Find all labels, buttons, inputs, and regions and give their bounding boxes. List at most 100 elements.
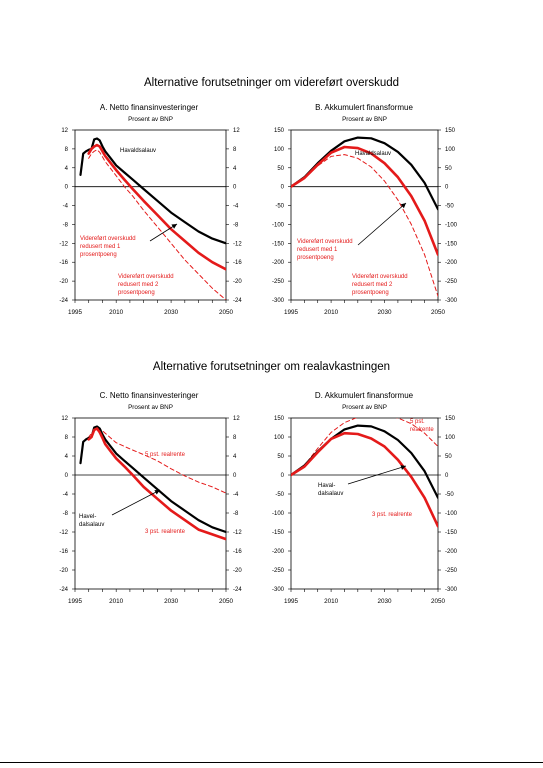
annotation-text: Videreført overskudd xyxy=(352,274,408,280)
y-tick-label-left: -200 xyxy=(272,549,285,555)
x-tick-label: 2010 xyxy=(324,598,339,605)
y-tick-label-left: -24 xyxy=(59,587,68,593)
y-tick-label-left: 8 xyxy=(65,147,69,153)
page-bottom-rule xyxy=(0,762,543,763)
x-tick-label: 2030 xyxy=(378,309,393,316)
y-tick-label-right: 100 xyxy=(445,147,456,153)
y-tick-label-right: -24 xyxy=(233,587,242,593)
x-tick-label: 2010 xyxy=(109,598,124,605)
y-tick-label-left: 8 xyxy=(65,435,69,441)
chart-panel-a: Prosent av BNP 12 12 8 8 4 4 0 0 -4 -4 -8 -8 -12 -12 -1… xyxy=(59,116,242,316)
section-title-2: Alternative forutsetninger om realavkast… xyxy=(152,361,391,373)
y-tick-label-right: -4 xyxy=(233,492,239,498)
y-tick-label-left: -300 xyxy=(272,298,285,304)
y-tick-label-right: -4 xyxy=(233,204,239,210)
annotation-text: redusert med 1 xyxy=(297,247,338,253)
y-tick-label-right: -50 xyxy=(445,492,454,498)
series-line-1 xyxy=(79,137,226,245)
section-title-1: Alternative forutsetninger om videreført… xyxy=(143,77,400,89)
y-tick-label-left: -4 xyxy=(63,492,69,498)
y-tick-label-right: 150 xyxy=(445,128,456,134)
panel-d-title: D. Akkumulert finansformue xyxy=(314,391,414,400)
y-tick-label-right: -8 xyxy=(233,222,239,228)
annotation-text: prosentpoeng xyxy=(297,255,334,261)
x-tick-label: 2030 xyxy=(164,598,179,605)
plot-frame xyxy=(74,129,227,301)
y-tick-label-left: -100 xyxy=(272,511,285,517)
y-tick-label-left: 0 xyxy=(281,473,285,479)
y-tick-label-left: -150 xyxy=(272,530,285,536)
y-tick-label-right: -8 xyxy=(233,511,239,517)
annotation-text: prosentpoeng xyxy=(352,290,389,296)
annotation-text: Videreført overskudd xyxy=(118,274,174,280)
annotation-text: dalsalauv xyxy=(318,491,343,497)
annotation-text: realrente xyxy=(410,427,434,433)
panel-c-title: C. Netto finansinvesteringer xyxy=(99,391,199,400)
chart-panel-b: Prosent av BNP 150 150 100 100 50 50 0 0 -50 -50 -1… xyxy=(272,116,458,316)
annotation-text: 3 pst. realrente xyxy=(372,512,413,518)
annotation-text: redusert med 2 xyxy=(352,282,393,288)
series-line-1 xyxy=(291,136,438,211)
y-tick-label-left: -200 xyxy=(272,260,285,266)
y-tick-label-right: -250 xyxy=(445,568,458,574)
annotation-text: Havaldsalauv xyxy=(120,148,156,154)
annotation-arrow xyxy=(111,489,161,516)
y-tick-label-right: -16 xyxy=(233,549,242,555)
x-tick-label: 2050 xyxy=(219,598,234,605)
arrow-head xyxy=(400,203,406,209)
y-tick-label-left: -20 xyxy=(59,279,68,285)
y-tick-label-right: -200 xyxy=(445,260,458,266)
y-tick-label-left: 4 xyxy=(65,454,69,460)
y-tick-label-right: 0 xyxy=(233,185,237,191)
annotation-arrow xyxy=(149,223,178,242)
y-tick-label-left: -12 xyxy=(59,241,68,247)
x-tick-label: 1995 xyxy=(68,598,83,605)
annotation-arrow xyxy=(357,202,407,246)
arrow-head xyxy=(154,490,160,495)
x-tick-label: 1995 xyxy=(284,598,299,605)
y-tick-label-right: 4 xyxy=(233,166,237,172)
y-tick-label-right: 12 xyxy=(233,416,240,422)
annotation-text: 5 pst. xyxy=(410,419,425,425)
y-unit-label: Prosent av BNP xyxy=(342,404,387,411)
y-tick-label-left: 50 xyxy=(277,166,284,172)
y-tick-label-right: 8 xyxy=(233,147,237,153)
y-tick-label-left: -24 xyxy=(59,298,68,304)
x-tick-label: 2010 xyxy=(324,309,339,316)
series-line-3 xyxy=(291,154,438,297)
panel-a-title: A. Netto finansinvesteringer xyxy=(99,103,199,112)
y-tick-label-right: 100 xyxy=(445,435,456,441)
x-tick-label: 1995 xyxy=(68,309,83,316)
panel-b-title: B. Akkumulert finansformue xyxy=(315,103,413,112)
series-line-1 xyxy=(291,418,438,476)
y-tick-label-left: 50 xyxy=(277,454,284,460)
arrow-head xyxy=(400,465,406,470)
series-line-3 xyxy=(87,427,226,541)
y-tick-label-left: 0 xyxy=(65,473,69,479)
x-tick-label: 1995 xyxy=(284,309,299,316)
y-tick-label-right: -24 xyxy=(233,298,242,304)
arrow-head xyxy=(171,224,177,229)
y-tick-label-left: -50 xyxy=(275,204,284,210)
plot-frame xyxy=(74,417,227,590)
annotation-text: dalsalauv xyxy=(79,522,104,528)
y-tick-label-right: -300 xyxy=(445,587,458,593)
annotation-text: Haval- xyxy=(318,483,335,489)
y-tick-label-right: 0 xyxy=(445,473,449,479)
y-tick-label-left: 150 xyxy=(274,416,285,422)
y-tick-label-left: 100 xyxy=(274,435,285,441)
x-tick-label: 2010 xyxy=(109,309,124,316)
annotation-arrow xyxy=(347,465,407,485)
x-tick-label: 2030 xyxy=(164,309,179,316)
y-tick-label-right: -250 xyxy=(445,279,458,285)
x-tick-label: 2050 xyxy=(431,598,446,605)
annotation-text: prosentpoeng xyxy=(80,252,117,258)
annotation-text: 5 pst. realrente xyxy=(145,452,186,458)
y-tick-label-right: 0 xyxy=(233,473,237,479)
y-tick-label-left: 150 xyxy=(274,128,285,134)
y-tick-label-right: 50 xyxy=(445,454,452,460)
x-tick-label: 2050 xyxy=(431,309,446,316)
y-tick-label-right: -150 xyxy=(445,241,458,247)
series-line-3 xyxy=(291,431,438,528)
